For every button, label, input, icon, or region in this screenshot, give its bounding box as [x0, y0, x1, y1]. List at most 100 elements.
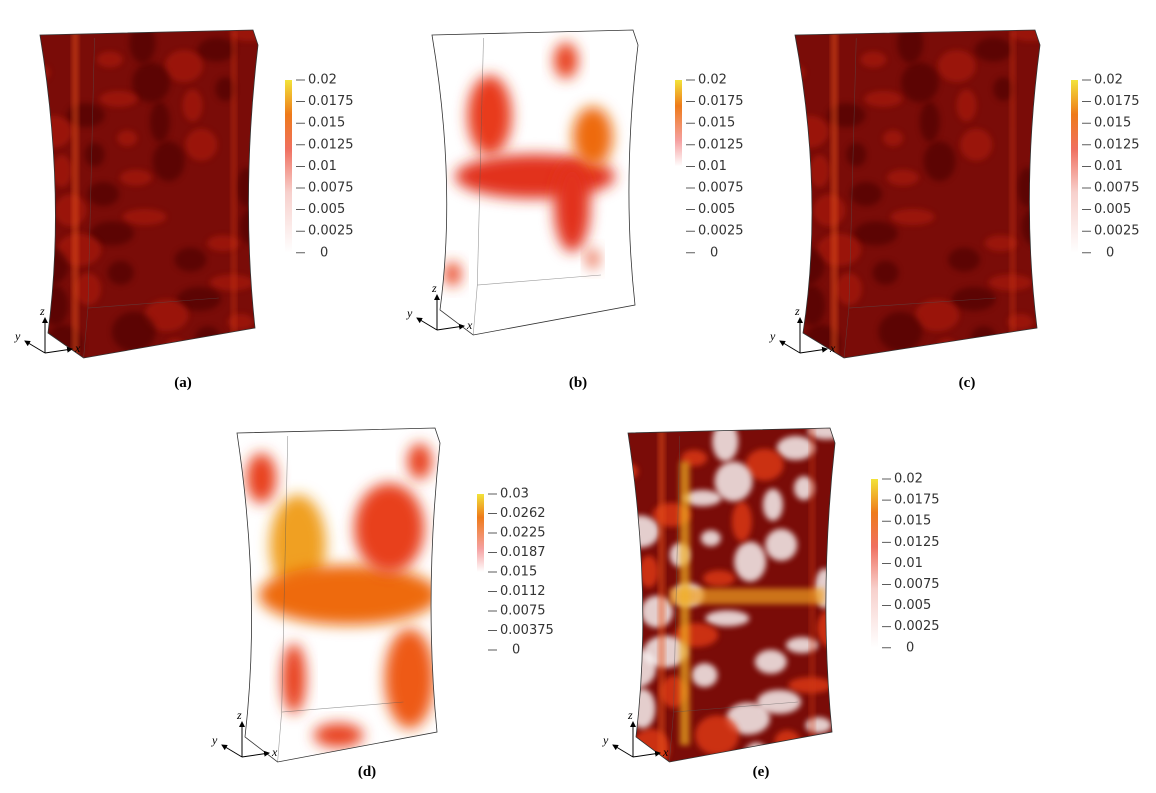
texture-blob — [640, 595, 673, 628]
colorbar-tick-label: 0.0225 — [500, 526, 546, 541]
colorbar — [871, 479, 878, 648]
box-inner-edges — [472, 37, 601, 336]
texture-blob — [638, 555, 659, 588]
texture-blob — [42, 285, 69, 326]
field-blob — [572, 106, 613, 167]
texture-blob — [765, 528, 798, 561]
colorbar-tick-label: 0.02 — [698, 73, 727, 88]
colorbar — [285, 80, 292, 253]
field-blob — [354, 483, 425, 574]
texture-blob — [129, 30, 156, 64]
texture-blob — [835, 273, 862, 306]
texture-blob — [956, 89, 977, 122]
texture-blob — [54, 194, 87, 227]
texture-blob — [937, 50, 976, 83]
texture-blob — [66, 103, 105, 128]
texture-blob — [182, 89, 203, 122]
colorbar-tick-label: 0 — [710, 245, 718, 260]
colorbar-tick-label: 0.02 — [894, 472, 923, 487]
axis-label: z — [627, 708, 633, 722]
colorbar-tick-label: 0.0075 — [698, 181, 744, 196]
colorbar-tick-label: 0.0075 — [1094, 181, 1140, 196]
colorbar-tick-label: 0.0125 — [308, 137, 354, 152]
colorbar-tick-label: 0 — [320, 245, 328, 260]
texture-blob — [872, 260, 899, 285]
texture-blob — [795, 246, 825, 287]
texture-blob — [237, 167, 258, 208]
colorbar — [1071, 80, 1078, 253]
texture-blob — [948, 247, 981, 272]
texture-blob — [900, 62, 939, 103]
edge-glow — [659, 428, 665, 762]
panel: 0.03 0.0262 0.0225 0.0187 0.015 0.0112 0.0075 0… — [211, 427, 554, 780]
texture-blob — [860, 51, 887, 68]
axis-label: x — [271, 745, 278, 759]
colorbar-tick-label: 0.005 — [1094, 202, 1131, 217]
texture-blob — [164, 50, 203, 83]
field-blob — [258, 565, 439, 625]
colorbar-tick-label: 0.01 — [698, 159, 727, 174]
field-blob — [467, 75, 512, 156]
edge-glow — [679, 461, 690, 746]
texture-blob — [119, 169, 152, 186]
edge-glow — [72, 30, 78, 358]
colorbar-tick-label: 0.01 — [308, 159, 337, 174]
texture-blob — [40, 64, 50, 81]
texture-blob — [194, 326, 221, 351]
colorbar-tick-label: 0.005 — [308, 202, 345, 217]
texture-blob — [793, 476, 814, 501]
axis-arrow — [221, 744, 243, 758]
colorbar-tick-label: 0.015 — [500, 565, 537, 580]
box-inner-edges — [843, 37, 996, 359]
axis-arrow — [24, 340, 46, 354]
texture-blob — [643, 635, 688, 668]
texture-blob — [850, 182, 883, 206]
texture-blob — [74, 273, 101, 306]
texture-blob — [177, 286, 222, 311]
texture-blob — [897, 30, 924, 64]
colorbar-tick-label: 0.0125 — [894, 535, 940, 550]
box-outline — [236, 427, 441, 763]
texture-blob — [683, 490, 722, 507]
texture-blob — [816, 608, 835, 649]
volume-render — [432, 30, 638, 335]
texture-blob — [51, 155, 72, 188]
axis-label: z — [236, 708, 242, 722]
volume-render — [795, 30, 1040, 358]
colorbar-tick-label: 0.0025 — [1094, 224, 1140, 239]
texture-blob — [628, 648, 657, 689]
volume-render — [628, 428, 835, 762]
texture-blob — [970, 326, 997, 351]
texture-blob — [731, 501, 752, 542]
texture-blob — [96, 51, 123, 68]
colorbar-tick-label: 0.01 — [894, 556, 923, 571]
texture-blob — [827, 103, 866, 128]
colorbar-tick-label: 0.02 — [1094, 73, 1123, 88]
texture-blob — [712, 428, 739, 462]
field-blob — [553, 42, 578, 79]
axis-label: z — [39, 304, 45, 318]
colorbar-tick-label: 0.0025 — [308, 224, 354, 239]
texture-blob — [919, 101, 940, 142]
colorbar-tick-label: 0.015 — [698, 116, 735, 131]
texture-blob — [117, 130, 138, 147]
axis-label: x — [662, 745, 669, 759]
panel: 0.02 0.0175 0.015 0.0125 0.01 0.0075 0.005 0.00… — [602, 427, 940, 780]
texture-blob — [846, 142, 867, 167]
box-inner-edges — [669, 435, 798, 763]
texture-blob — [726, 702, 771, 735]
texture-blob — [111, 311, 156, 352]
caption: (d) — [358, 764, 376, 780]
caption: (e) — [753, 764, 770, 780]
colorbar-tick-label: 0.00375 — [500, 623, 554, 638]
colorbar — [675, 80, 682, 253]
box-inner-edges — [83, 37, 219, 359]
texture-blob — [754, 649, 787, 674]
colorbar-tick-label: 0.0025 — [894, 619, 940, 634]
axis-arrow — [799, 346, 828, 354]
colorbar-tick-label: 0 — [906, 640, 914, 655]
field-blob — [246, 453, 277, 504]
edge-glow — [231, 30, 236, 358]
colorbar-tick-label: 0.0075 — [894, 577, 940, 592]
band-glow — [669, 588, 825, 605]
